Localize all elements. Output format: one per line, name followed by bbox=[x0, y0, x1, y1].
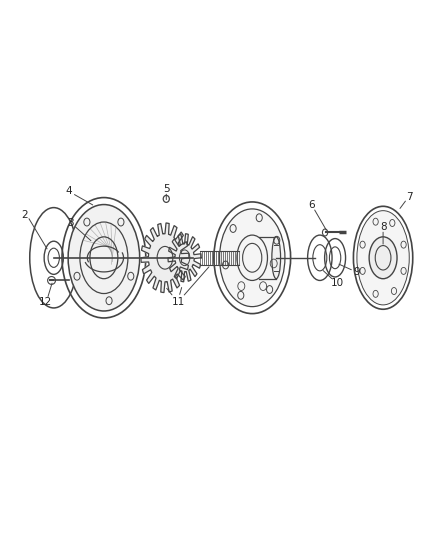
Text: 7: 7 bbox=[405, 192, 412, 201]
Text: 4: 4 bbox=[66, 187, 72, 197]
Text: 3: 3 bbox=[67, 218, 74, 228]
Text: 6: 6 bbox=[307, 200, 314, 211]
Polygon shape bbox=[141, 223, 188, 293]
Text: 12: 12 bbox=[38, 297, 52, 307]
Text: 2: 2 bbox=[21, 210, 27, 220]
Ellipse shape bbox=[368, 237, 396, 279]
Text: 11: 11 bbox=[171, 297, 184, 307]
Text: 9: 9 bbox=[353, 267, 360, 277]
Polygon shape bbox=[168, 234, 201, 282]
Ellipse shape bbox=[68, 205, 139, 311]
Ellipse shape bbox=[356, 211, 408, 305]
Text: 5: 5 bbox=[162, 184, 169, 194]
Ellipse shape bbox=[271, 237, 280, 279]
Text: 8: 8 bbox=[379, 222, 385, 232]
Ellipse shape bbox=[219, 209, 284, 306]
Text: 10: 10 bbox=[330, 278, 343, 288]
